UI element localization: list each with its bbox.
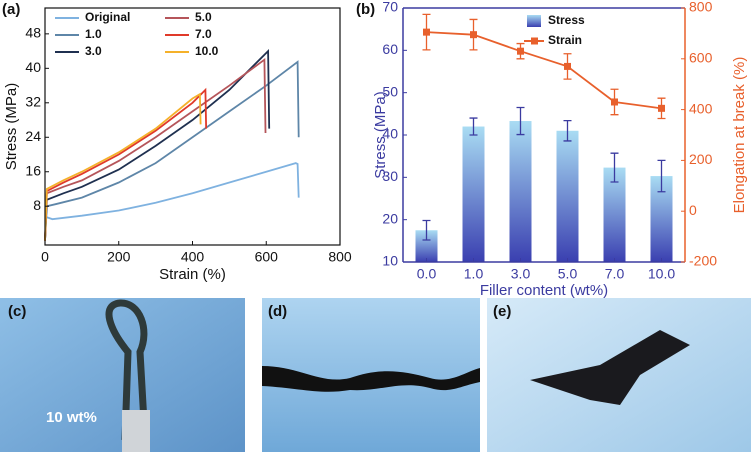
x-tick-label: 600 [255, 249, 279, 265]
line [44, 162, 300, 241]
panel-label: (b) [356, 1, 375, 18]
y-tick-label: 30 [382, 168, 398, 184]
legend-label: 5.0 [195, 10, 212, 24]
y2-tick-label: 0 [689, 202, 697, 218]
x-tick-label: 3.0 [511, 266, 531, 282]
panel-label: (d) [268, 303, 287, 320]
x-tick-label: 800 [328, 249, 352, 265]
photo-d: (d) [262, 298, 480, 452]
y-tick-label: 40 [25, 59, 41, 75]
legend-swatch [531, 37, 538, 45]
x-tick-label: 7.0 [605, 266, 625, 282]
y-tick-label: 50 [382, 83, 398, 99]
line [44, 92, 202, 241]
line [44, 48, 271, 241]
line [44, 57, 267, 241]
error-bar [657, 97, 666, 120]
line [426, 31, 662, 110]
y-tick-label: 16 [25, 162, 41, 178]
panel-label: (c) [8, 303, 26, 320]
strip [105, 299, 149, 441]
legend-label: 1.0 [85, 27, 102, 41]
y2-tick-label: 200 [689, 151, 713, 167]
y2-tick-label: 600 [689, 50, 713, 66]
x-tick-label: 1.0 [464, 266, 484, 282]
error-bar [563, 119, 572, 142]
x-tick-label: 0.0 [417, 266, 437, 282]
x-tick-label: 400 [181, 249, 205, 265]
photo-e: (e) [487, 298, 751, 452]
bar [650, 176, 673, 262]
error-bar [469, 117, 478, 136]
error-bar [610, 152, 619, 183]
x-tick-label: 0 [41, 249, 49, 265]
y2-tick-label: 400 [689, 100, 713, 116]
line [44, 60, 300, 241]
y-tick-label: 20 [382, 210, 398, 226]
legend-label: 10.0 [195, 44, 219, 58]
y-tick-label: 48 [25, 25, 41, 41]
strip [262, 366, 480, 392]
strip [530, 330, 690, 405]
bar [462, 126, 485, 263]
error-bar [563, 53, 572, 80]
legend-label: Stress [548, 13, 585, 27]
x-tick-label: 200 [107, 249, 131, 265]
bar [603, 167, 626, 262]
x-axis-label: Filler content (wt%) [480, 282, 608, 299]
error-bar [469, 18, 478, 51]
y2-axis-label: Elongation at break (%) [731, 57, 748, 214]
legend-swatch [527, 15, 541, 27]
error-bar [422, 219, 431, 241]
x-axis-label: Strain (%) [159, 266, 226, 283]
error-bar [657, 159, 666, 193]
bar [415, 230, 438, 262]
error-bar [516, 42, 525, 60]
line [44, 87, 208, 241]
x-tick-label: 10.0 [648, 266, 675, 282]
y2-tick-label: -200 [689, 253, 717, 269]
y-tick-label: 32 [25, 94, 41, 110]
y-tick-label: 70 [382, 0, 398, 15]
y-tick-label: 40 [382, 126, 398, 142]
y-tick-label: 8 [33, 197, 41, 213]
panel-label: (e) [493, 303, 511, 320]
legend-label: Strain [548, 33, 582, 47]
legend-label: Original [85, 10, 130, 24]
y-tick-label: 60 [382, 41, 398, 57]
caption: 10 wt% [46, 409, 97, 426]
y-tick-label: 10 [382, 253, 398, 269]
y-tick-label: 24 [25, 128, 41, 144]
x-tick-label: 5.0 [558, 266, 578, 282]
error-bar [610, 88, 619, 116]
panel-label: (a) [2, 1, 20, 18]
legend-label: 3.0 [85, 44, 102, 58]
legend-label: 7.0 [195, 27, 212, 41]
y2-tick-label: 800 [689, 0, 713, 15]
photo-c: (c) 10 wt% [0, 298, 245, 452]
y-axis-label: Stress (MPa) [3, 83, 20, 171]
clamp [122, 410, 150, 452]
error-bar [422, 13, 431, 51]
bar [509, 121, 532, 262]
bar [556, 130, 579, 262]
y-axis-label: Stress (MPa) [372, 91, 389, 179]
error-bar [516, 106, 525, 136]
